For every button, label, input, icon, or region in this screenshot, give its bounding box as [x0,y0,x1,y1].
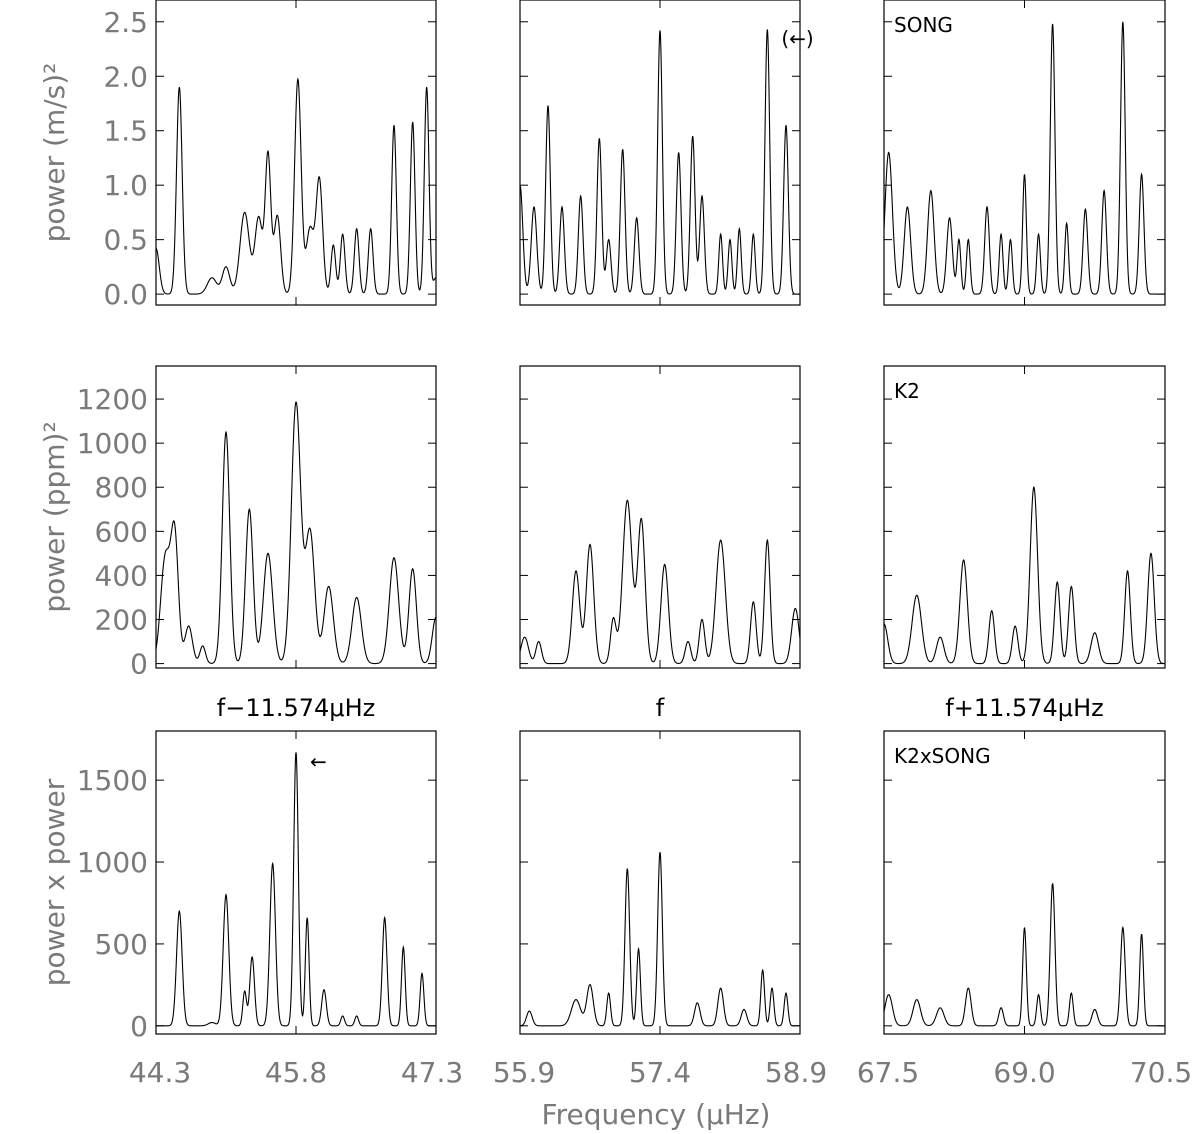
y-tick-label: 800 [95,471,148,504]
x-tick-label: 55.9 [493,1056,555,1089]
x-tick-label: 67.5 [857,1056,919,1089]
panel-r0-c1 [519,0,801,306]
spectrum-line [520,852,800,1027]
panel-r2-c2 [883,730,1166,1035]
x-tick-label: 69.0 [993,1056,1055,1089]
annotation-arrow: (←) [781,26,813,50]
x-tick-label: 70.5 [1130,1056,1192,1089]
y-tick-label: 400 [95,559,148,592]
x-tick-label: 47.3 [401,1056,463,1089]
y-tick-label: 0.0 [103,278,148,311]
y-tick-label: 500 [95,928,148,961]
panel-r0-c0 [155,0,437,306]
panel-frame [519,0,801,306]
y-axis-title: power x power [38,778,71,986]
y-tick-label: 0.5 [103,224,148,257]
y-tick-label: 1000 [77,846,148,879]
y-tick-label: 200 [95,604,148,637]
y-tick-label: 1200 [77,383,148,416]
panel-r1-c0 [155,365,437,669]
spectrum-line [520,29,800,295]
panel-frame [155,0,437,306]
x-tick-label: 45.8 [265,1056,327,1089]
panels [155,0,1166,1035]
spectrum-line [884,883,1165,1027]
y-tick-label: 2.0 [103,60,148,93]
panel-label: SONG [894,13,953,37]
spectrum-line [884,21,1165,295]
panel-r2-c0 [155,730,437,1035]
spectrum-line [156,77,436,295]
panel-frame [519,730,801,1035]
y-tick-label: 2.5 [103,6,148,39]
panel-label: K2 [894,379,920,403]
panel-frame [155,365,437,669]
annotation-arrow: ← [310,749,327,773]
x-tick-label: 44.3 [129,1056,191,1089]
x-axis-title: Frequency (μHz) [542,1098,771,1131]
spectrum-line [884,486,1165,665]
panel-frame [883,365,1166,669]
y-tick-label: 0 [130,648,148,681]
column-title: f+11.574μHz [945,694,1103,722]
y-tick-label: 1500 [77,764,148,797]
panel-r1-c1 [519,365,801,669]
y-tick-label: 0 [130,1010,148,1043]
y-tick-label: 1000 [77,427,148,460]
panel-r0-c2 [883,0,1166,306]
y-axis-title: power (ppm)² [38,421,71,612]
panel-frame [883,730,1166,1035]
column-title: f−11.574μHz [217,694,375,722]
column-title: f [656,694,665,722]
x-tick-label: 58.9 [765,1056,827,1089]
labels: 0.0 0.5 1.0 1.5 2.0 2.5 (←) SONG power (m/s)² 0 20… [38,6,1192,1089]
y-tick-label: 1.0 [103,169,148,202]
spectrum-line [520,499,800,665]
panel-r2-c1 [519,730,801,1035]
panel-label: K2xSONG [894,744,991,768]
y-tick-label: 600 [95,515,148,548]
spectrum-line [156,752,436,1027]
y-tick-label: 1.5 [103,115,148,148]
panel-r1-c2 [883,365,1166,669]
spectrum-line [156,401,436,665]
y-axis-title: power (m/s)² [38,63,71,243]
x-tick-label: 57.4 [629,1056,691,1089]
panel-frame [155,730,437,1035]
